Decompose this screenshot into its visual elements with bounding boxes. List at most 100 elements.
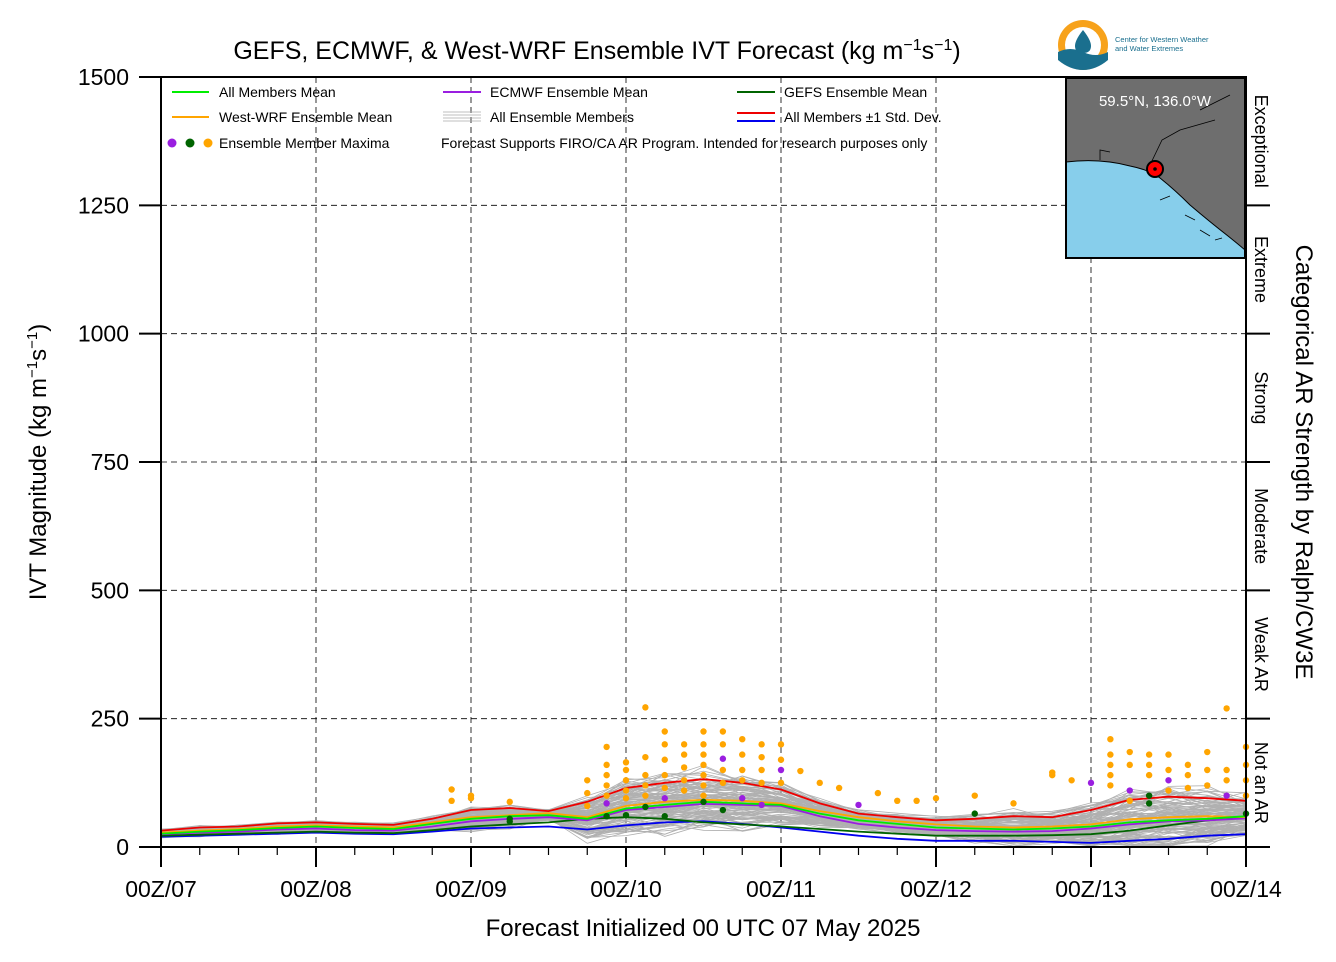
maxima-dot <box>622 795 630 802</box>
maxima-dot <box>1107 761 1114 769</box>
maxima-dot <box>1165 787 1172 794</box>
inset-location-label: 59.5°N, 136.0°W <box>1099 93 1212 110</box>
maxima-dot <box>661 756 668 763</box>
maxima-dot <box>719 779 727 787</box>
x-tick-label: 00Z/07 <box>125 876 197 902</box>
maxima-dot <box>739 736 746 743</box>
maxima-dot <box>622 766 630 774</box>
category-label: Extreme <box>1251 236 1271 303</box>
maxima-dot <box>777 756 785 763</box>
maxima-dot <box>661 795 668 802</box>
maxima-dot <box>913 797 920 804</box>
legend-label-maxima: Ensemble Member Maxima <box>219 135 390 151</box>
maxima-dot <box>1107 771 1114 779</box>
y-tick-label: 0 <box>116 834 129 860</box>
maxima-dot <box>584 777 591 784</box>
maxima-dot <box>835 784 843 792</box>
maxima-dot <box>1107 751 1114 758</box>
maxima-dot <box>1165 751 1172 758</box>
x-tick-label: 00Z/14 <box>1210 876 1282 902</box>
maxima-dot <box>1126 787 1133 794</box>
maxima-dot <box>1145 792 1153 799</box>
maxima-dot <box>777 779 785 787</box>
maxima-dot <box>448 786 455 793</box>
maxima-dot <box>1184 784 1192 792</box>
maxima-dot <box>874 789 882 797</box>
x-tick-label: 00Z/09 <box>435 876 507 902</box>
maxima-dot <box>1145 800 1153 807</box>
maxima-dot <box>758 801 765 809</box>
series-line-all-members-1-std-dev <box>160 778 1247 832</box>
maxima-dot <box>1145 771 1153 779</box>
maxima-dot <box>1107 782 1114 789</box>
maxima-dot <box>700 792 707 799</box>
maxima-dot <box>700 741 707 748</box>
maxima-dot <box>719 741 727 748</box>
maxima-dot <box>797 767 804 775</box>
cw3e-logo: Center for Western Weather and Water Ext… <box>1058 20 1209 70</box>
maxima-dot <box>622 777 630 784</box>
logo-text-line1: Center for Western Weather <box>1115 35 1209 44</box>
legend-disclaimer: Forecast Supports FIRO/CA AR Program. In… <box>441 135 927 151</box>
maxima-dot <box>719 806 727 814</box>
maxima-dot <box>1165 777 1172 784</box>
y-tick-label: 1250 <box>78 192 129 218</box>
maxima-dot <box>1010 800 1017 807</box>
x-tick-label: 00Z/11 <box>746 876 816 902</box>
maxima-dot <box>506 798 513 806</box>
legend-label-gefs-mean: GEFS Ensemble Mean <box>784 84 927 100</box>
maxima-dot <box>680 764 688 771</box>
maxima-dot <box>739 777 746 784</box>
series-line-gefs-ensemble-mean <box>160 816 1247 837</box>
maxima-dot <box>719 755 727 762</box>
category-label: Not an AR <box>1251 742 1271 824</box>
legend-label-all-members-mean: All Members Mean <box>219 84 336 100</box>
maxima-dot <box>700 771 707 779</box>
x-tick-label: 00Z/10 <box>590 876 662 902</box>
maxima-dot <box>642 771 649 779</box>
legend-dot-gefs-maxima <box>185 138 195 148</box>
y-axis-label: IVT Magnitude (kg m−1s−1) <box>24 324 52 601</box>
maxima-dot <box>700 751 707 758</box>
maxima-dot <box>1087 779 1095 787</box>
maxima-dot <box>777 766 785 774</box>
maxima-dot <box>584 802 591 810</box>
x-tick-label: 00Z/08 <box>280 876 352 902</box>
maxima-dot <box>622 787 630 794</box>
category-label: Exceptional <box>1251 95 1271 188</box>
maxima-dot <box>971 792 978 799</box>
category-label: Strong <box>1251 371 1271 424</box>
y-tick-label: 1000 <box>78 321 129 347</box>
maxima-dot <box>700 761 707 769</box>
legend-label-all-members: All Ensemble Members <box>490 109 634 125</box>
maxima-dot <box>603 813 610 820</box>
maxima-dot <box>1184 761 1192 769</box>
maxima-dot <box>971 810 978 817</box>
logo-text-line2: and Water Extremes <box>1115 44 1183 53</box>
maxima-dot <box>1204 766 1211 774</box>
maxima-dot <box>1223 705 1230 712</box>
maxima-dot <box>1165 766 1172 774</box>
maxima-dot <box>642 753 649 761</box>
maxima-dot <box>680 777 688 784</box>
maxima-dot <box>603 761 610 769</box>
maxima-dot <box>1126 797 1133 804</box>
y-tick-label: 750 <box>91 449 129 475</box>
maxima-dot <box>622 811 630 819</box>
maxima-dot <box>1223 766 1230 774</box>
maxima-dot <box>758 753 765 761</box>
legend-dot-wrf-maxima <box>203 138 213 148</box>
maxima-dot <box>700 782 707 789</box>
maxima-dot <box>758 779 765 787</box>
maxima-dot <box>448 797 455 804</box>
maxima-dot <box>816 779 823 787</box>
maxima-dot <box>603 771 610 779</box>
maxima-dot <box>1068 777 1075 784</box>
right-axis-label: Categorical AR Strength by Ralph/CW3E <box>1290 245 1317 680</box>
legend-label-west-wrf-mean: West-WRF Ensemble Mean <box>219 109 392 125</box>
maxima-dot <box>894 797 901 804</box>
maxima-dot <box>506 818 513 825</box>
maxima-dot <box>661 771 668 779</box>
inset-map-coastline <box>1065 160 1246 251</box>
